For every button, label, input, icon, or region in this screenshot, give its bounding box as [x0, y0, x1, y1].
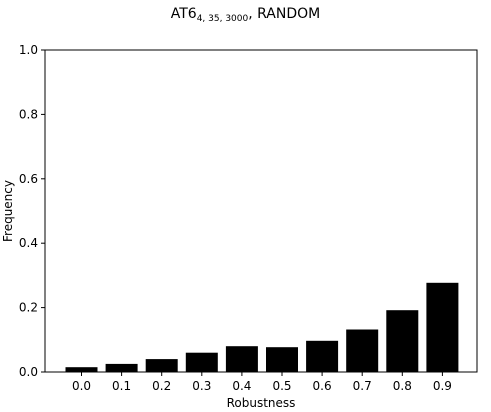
bar-0.5 [266, 347, 298, 372]
y-tick-label: 0.4 [19, 236, 38, 250]
bar-0.7 [346, 329, 379, 372]
x-tick-label: 0.9 [433, 379, 452, 393]
chart-title-suffix: , RANDOM [248, 6, 321, 22]
x-tick-label: 0.4 [232, 379, 251, 393]
bar-0.4 [225, 346, 258, 372]
x-tick-label: 0.1 [112, 379, 131, 393]
bar-0.9 [426, 282, 459, 372]
y-axis-label: Frequency [1, 180, 15, 242]
x-tick-label: 0.8 [393, 379, 412, 393]
bars-group [65, 282, 459, 372]
bar-0.1 [105, 363, 138, 372]
chart-title-subscript: 4, 35, 3000 [196, 14, 249, 24]
y-tick-label: 0.6 [19, 172, 38, 186]
bar-0.8 [386, 310, 419, 372]
bar-0.3 [185, 352, 218, 372]
bar-0.6 [306, 340, 339, 372]
x-tick-label: 0.3 [192, 379, 211, 393]
x-axis-label: Robustness [227, 396, 296, 410]
x-tick-label: 0.0 [72, 379, 91, 393]
ticks-group: 0.0 0.1 0.2 0.3 0.4 0.5 0.6 0.7 0.8 0.9 0.0 0.2 0.4 0… [19, 43, 452, 393]
bar-0.0 [65, 367, 98, 372]
x-tick-label: 0.6 [313, 379, 332, 393]
y-tick-label: 1.0 [19, 43, 38, 57]
y-tick-label: 0.8 [19, 107, 38, 121]
plot-frame [44, 49, 478, 373]
x-tick-label: 0.7 [353, 379, 372, 393]
x-tick-label: 0.2 [152, 379, 171, 393]
chart-title-main: AT6 [170, 6, 197, 22]
y-tick-label: 0.0 [19, 365, 38, 379]
x-tick-label: 0.5 [272, 379, 291, 393]
chart-title: AT64, 35, 3000, RANDOM [0, 6, 491, 24]
y-tick-label: 0.2 [19, 301, 38, 315]
bar-0.2 [145, 359, 178, 372]
